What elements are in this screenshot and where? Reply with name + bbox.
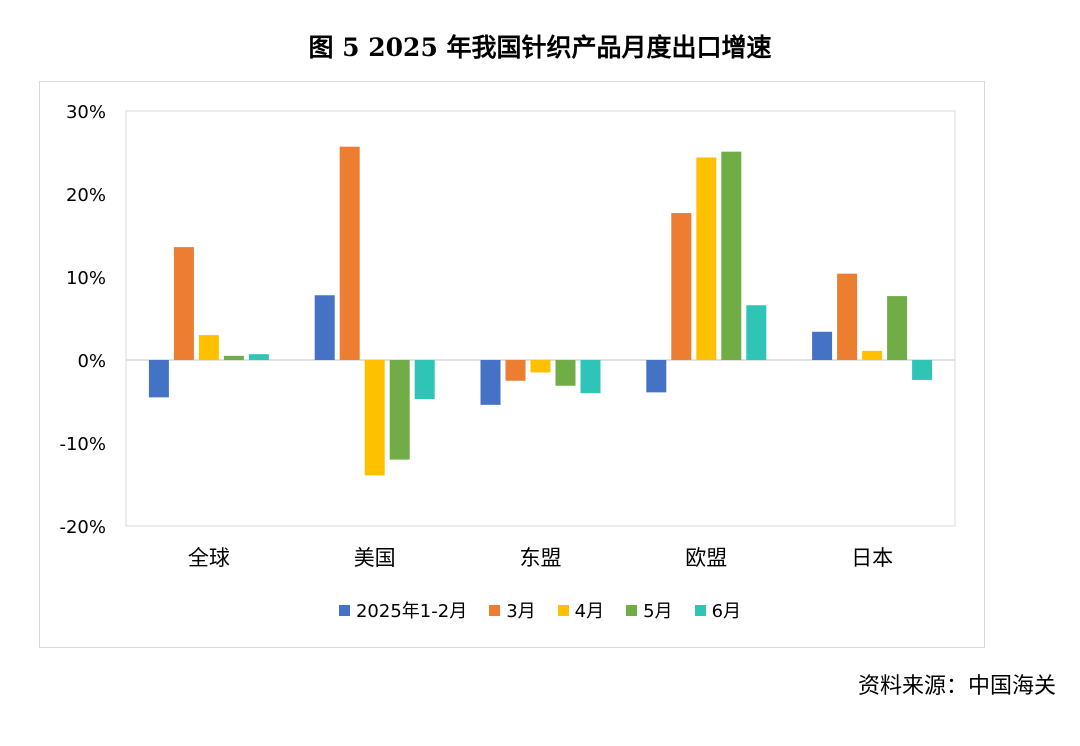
y-tick-label: 10%: [66, 268, 106, 289]
chart-legend: 2025年1-2月 3月 4月 5月 6月: [0, 597, 1080, 623]
x-tick-label: 美国: [354, 546, 396, 570]
bar: [912, 360, 933, 380]
legend-item: 5月: [626, 597, 673, 623]
bar: [530, 360, 551, 373]
x-tick-label: 欧盟: [685, 546, 727, 570]
legend-swatch: [489, 604, 501, 616]
legend-item: 4月: [557, 597, 605, 623]
legend-item: 3月: [489, 597, 536, 623]
chart-title: 图 5 2025 年我国针织产品月度出口增速: [308, 33, 772, 62]
bar: [314, 295, 335, 360]
bar: [339, 146, 360, 360]
legend-swatch: [557, 604, 569, 616]
bar: [812, 331, 833, 360]
bar: [746, 305, 767, 360]
bar: [555, 360, 576, 386]
y-tick-label: 0%: [77, 351, 106, 372]
y-tick-label: -20%: [59, 517, 106, 538]
x-tick-label: 全球: [188, 546, 230, 570]
bar: [671, 213, 692, 360]
legend-swatch: [626, 604, 638, 616]
bar: [414, 360, 435, 400]
legend-label: 6月: [711, 601, 742, 622]
y-tick-label: -10%: [59, 434, 106, 455]
bar: [580, 360, 601, 394]
legend-label: 3月: [506, 601, 536, 622]
bar: [223, 355, 244, 360]
bar: [389, 360, 410, 460]
x-tick-label: 东盟: [520, 546, 562, 570]
chart-frame: [39, 81, 985, 648]
plot-area: [125, 110, 956, 527]
y-tick-label: 20%: [66, 185, 106, 206]
bar: [721, 151, 742, 360]
bar: [148, 360, 169, 398]
bar: [173, 247, 194, 360]
legend-label: 4月: [574, 601, 605, 622]
bar: [248, 354, 269, 360]
bar: [837, 273, 858, 360]
legend-item: 6月: [694, 597, 742, 623]
legend-swatch: [694, 604, 706, 616]
source-note: 资料来源：中国海关: [857, 674, 1056, 699]
bar: [198, 335, 219, 360]
bar: [364, 360, 385, 476]
legend-item: 2025年1-2月: [338, 597, 468, 623]
bar: [646, 360, 667, 393]
legend-label: 5月: [643, 601, 673, 622]
legend-swatch: [338, 604, 350, 616]
y-tick-label: 30%: [66, 102, 106, 123]
x-tick-label: 日本: [851, 546, 893, 570]
legend-label: 2025年1-2月: [355, 601, 468, 622]
bar: [887, 296, 908, 360]
bar: [862, 350, 883, 360]
bar: [696, 157, 717, 360]
bar: [480, 360, 501, 405]
bar: [505, 360, 526, 381]
